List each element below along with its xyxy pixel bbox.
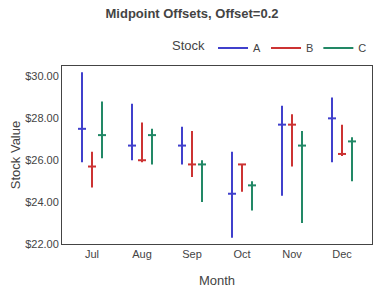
- svg-text:Jul: Jul: [85, 248, 99, 260]
- svg-text:$30.00: $30.00: [25, 70, 59, 82]
- svg-text:Nov: Nov: [282, 248, 302, 260]
- svg-text:Midpoint Offsets, Offset=0.2: Midpoint Offsets, Offset=0.2: [106, 6, 279, 21]
- svg-text:$26.00: $26.00: [25, 154, 59, 166]
- svg-text:A: A: [253, 42, 261, 54]
- svg-text:$24.00: $24.00: [25, 196, 59, 208]
- svg-text:Month: Month: [199, 273, 235, 288]
- svg-text:$22.00: $22.00: [25, 238, 59, 250]
- svg-text:Sep: Sep: [182, 248, 202, 260]
- svg-text:Aug: Aug: [132, 248, 152, 260]
- svg-text:Stock Value: Stock Value: [8, 121, 23, 189]
- svg-text:$28.00: $28.00: [25, 112, 59, 124]
- svg-text:Oct: Oct: [233, 248, 250, 260]
- svg-text:C: C: [358, 42, 366, 54]
- svg-text:B: B: [306, 42, 313, 54]
- svg-text:Dec: Dec: [332, 248, 352, 260]
- svg-text:Stock: Stock: [172, 38, 205, 53]
